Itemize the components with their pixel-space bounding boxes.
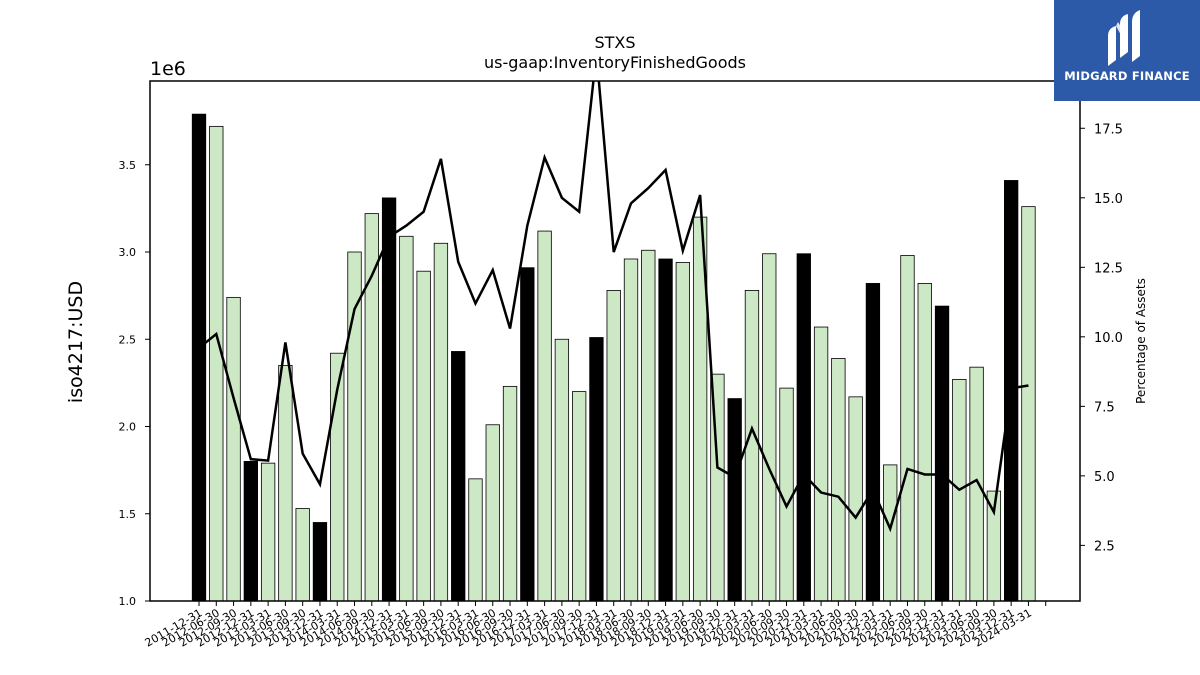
bar-2023-12-31 (1021, 206, 1036, 602)
bar-2022-03-31 (900, 255, 915, 602)
bar-2015-09-30 (451, 351, 466, 602)
y-tick-label: 1.5 (119, 508, 137, 521)
bars-group (191, 113, 1036, 602)
bar-2020-12-31 (813, 326, 829, 602)
bar-2015-03-31 (416, 270, 431, 602)
bar-2016-12-31 (537, 230, 552, 602)
y2-tick-label: 15.0 (1094, 192, 1123, 207)
midgard-logo-icon (1108, 10, 1140, 66)
y2-axis-ticks: 2.5 5.0 7.5 10.0 12.5 15.0 17.5 (1080, 122, 1123, 554)
bar-2022-09-30 (934, 305, 950, 602)
bar-2012-12-31 (260, 462, 276, 602)
y2-tick-label: 5.0 (1094, 470, 1115, 485)
bar-2018-06-30 (641, 249, 656, 602)
y2-tick-label: 2.5 (1094, 539, 1115, 554)
bar-2017-09-30 (589, 337, 604, 602)
y-axis-label: iso4217:USD (65, 281, 87, 403)
x-axis-ticks: 2011-12-312012-06-302012-09-302012-12-31… (143, 601, 1047, 650)
y-tick-label: 3.0 (119, 246, 137, 259)
bar-2013-06-30 (295, 508, 310, 602)
bar-2021-03-31 (831, 358, 846, 602)
bar-2012-06-30 (226, 296, 241, 602)
brand-name: MIDGARD FINANCE (1064, 69, 1190, 83)
bar-2017-12-31 (606, 289, 621, 602)
bar-2016-09-30 (520, 267, 535, 602)
bar-2020-09-30 (796, 253, 811, 602)
y-tick-label: 2.5 (119, 333, 137, 346)
y-tick-label: 2.0 (119, 421, 137, 434)
bar-2021-06-30 (848, 396, 863, 602)
bar-2018-03-31 (623, 258, 639, 602)
plot-frame (149, 80, 1081, 602)
bar-2016-06-30 (502, 385, 518, 602)
y2-tick-label: 17.5 (1094, 122, 1123, 137)
bar-2013-09-30 (312, 522, 328, 602)
y2-axis-label: Percentage of Assets (1134, 278, 1148, 404)
line-group (198, 81, 1029, 533)
chart-title: STXS (594, 33, 635, 52)
bar-2018-09-30 (658, 258, 673, 602)
bar-2017-06-30 (572, 391, 587, 602)
bar-2022-06-30 (917, 283, 932, 602)
bar-2021-09-30 (865, 283, 881, 602)
bar-2017-03-31 (554, 338, 570, 602)
y2-tick-label: 12.5 (1094, 261, 1123, 276)
bar-2014-12-31 (399, 235, 414, 602)
y-offset-label: 1e6 (150, 58, 186, 80)
y2-tick-label: 10.0 (1094, 331, 1123, 346)
bar-2014-06-30 (364, 213, 379, 602)
bar-2019-12-31 (744, 289, 760, 602)
brand-logo: MIDGARD FINANCE (1054, 0, 1200, 101)
y-tick-label: 3.5 (119, 159, 137, 172)
percentage-line (198, 81, 1029, 533)
bar-2012-03-31 (209, 125, 224, 602)
bar-2020-03-31 (762, 253, 777, 602)
chart-subtitle: us-gaap:InventoryFinishedGoods (484, 53, 746, 72)
y-axis-ticks: 1.0 1.5 2.0 2.5 3.0 3.5 (119, 159, 150, 608)
y-tick-label: 1.0 (119, 595, 137, 608)
bar-2015-12-31 (468, 478, 483, 602)
bar-2013-03-31 (278, 365, 293, 602)
bar-2016-03-31 (485, 424, 500, 602)
bar-2015-06-30 (433, 242, 449, 602)
bar-2014-03-31 (347, 251, 362, 602)
bar-2014-09-30 (381, 197, 397, 602)
bar-2012-09-30 (243, 460, 258, 602)
bar-2021-12-31 (883, 464, 898, 602)
y2-tick-label: 7.5 (1094, 400, 1115, 415)
bar-2011-12-31 (191, 113, 207, 602)
bar-2019-09-30 (727, 398, 742, 602)
bar-2018-12-31 (675, 262, 690, 602)
